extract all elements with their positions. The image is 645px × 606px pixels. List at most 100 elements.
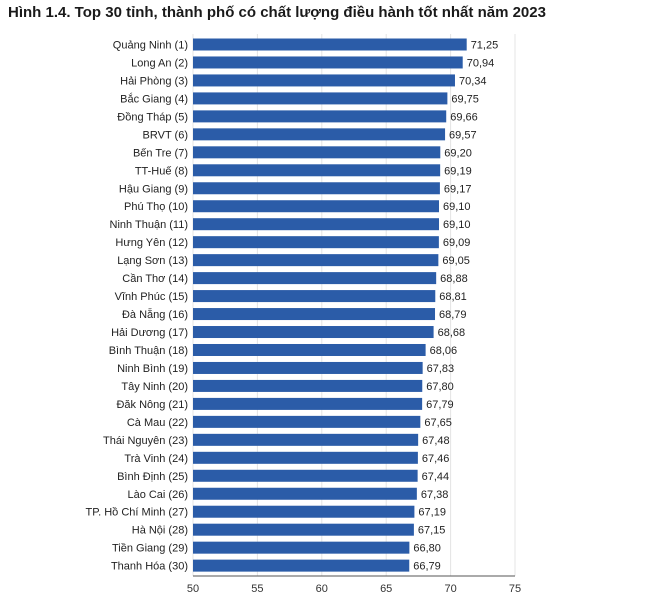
category-label: Đồng Tháp (5) (117, 111, 188, 123)
value-label: 68,68 (438, 327, 466, 339)
category-label: Đà Nẵng (16) (122, 308, 188, 321)
bar (193, 38, 467, 51)
bar (193, 290, 436, 303)
value-labels: 71,25 70,94 70,34 69,75 69,66 69,57 69,20 69,19… (413, 40, 498, 573)
bar (193, 559, 410, 572)
value-label: 69,17 (444, 183, 472, 195)
value-label: 69,09 (443, 237, 471, 249)
category-label: Ninh Bình (19) (117, 363, 188, 375)
value-label: 67,65 (424, 417, 452, 429)
category-label: TT-Huế (8) (135, 165, 188, 177)
category-label: Bến Tre (7) (133, 147, 188, 159)
value-label: 67,19 (418, 507, 446, 519)
category-label: Quảng Ninh (1) (113, 40, 188, 52)
category-label: Thanh Hóa (30) (111, 561, 188, 573)
category-label: Bình Thuận (18) (109, 345, 188, 357)
x-tick-label: 50 (187, 583, 199, 595)
category-label: Tiền Giang (29) (112, 543, 188, 555)
bar (193, 397, 423, 410)
category-label: Lào Cai (26) (127, 489, 188, 501)
value-label: 68,81 (439, 291, 467, 303)
bar (193, 343, 426, 356)
x-axis-ticks: 50 55 60 65 70 75 (187, 575, 521, 595)
x-tick-label: 65 (380, 583, 392, 595)
bar (193, 308, 436, 321)
bar (193, 128, 446, 141)
category-label: Hưng Yên (12) (115, 237, 188, 249)
bars (193, 38, 467, 572)
value-label: 67,80 (426, 381, 454, 393)
value-label: 69,57 (449, 129, 477, 141)
bar (193, 110, 447, 123)
value-label: 70,94 (467, 57, 495, 69)
category-label: Bình Định (25) (117, 471, 188, 483)
bar (193, 182, 440, 195)
value-label: 66,79 (413, 561, 441, 573)
value-label: 69,75 (451, 93, 479, 105)
category-label: Phú Thọ (10) (124, 201, 188, 213)
bar (193, 433, 419, 446)
value-label: 70,34 (459, 75, 487, 87)
category-label: Hải Dương (17) (111, 327, 188, 339)
value-label: 68,06 (430, 345, 458, 357)
category-label: TP. Hồ Chí Minh (27) (85, 507, 188, 519)
value-label: 69,19 (444, 165, 472, 177)
bar (193, 272, 437, 285)
bar (193, 541, 410, 554)
category-labels: Quảng Ninh (1) Long An (2) Hải Phòng (3) Bắ… (85, 40, 188, 573)
value-label: 69,10 (443, 219, 471, 231)
category-label: Ninh Thuận (11) (110, 219, 188, 231)
bar (193, 236, 439, 249)
chart-title: Hình 1.4. Top 30 tỉnh, thành phố có chất… (8, 4, 546, 21)
bar (193, 56, 463, 69)
category-label: Tây Ninh (20) (121, 381, 188, 393)
category-label: Hải Phòng (3) (120, 75, 188, 87)
value-label: 69,10 (443, 201, 471, 213)
bar (193, 200, 440, 213)
bar (193, 74, 455, 87)
bar (193, 254, 439, 267)
category-label: Đăk Nông (21) (116, 399, 188, 411)
bar (193, 523, 414, 536)
value-label: 71,25 (471, 40, 499, 52)
x-tick-label: 60 (316, 583, 328, 595)
bar (193, 92, 448, 105)
category-label: Trà Vinh (24) (124, 453, 188, 465)
value-label: 68,88 (440, 273, 468, 285)
x-tick-label: 75 (509, 583, 521, 595)
value-label: 69,05 (442, 255, 470, 267)
bar (193, 505, 415, 518)
bar (193, 487, 417, 500)
value-label: 67,38 (421, 489, 449, 501)
category-label: Bắc Giang (4) (120, 92, 188, 105)
value-label: 69,20 (444, 147, 472, 159)
category-label: Cà Mau (22) (127, 417, 188, 429)
category-label: Hậu Giang (9) (119, 183, 188, 195)
category-label: Thái Nguyên (23) (103, 435, 188, 447)
bar (193, 469, 418, 482)
value-label: 67,15 (418, 525, 446, 537)
bar (193, 361, 423, 374)
category-label: Hà Nội (28) (132, 525, 188, 537)
category-label: BRVT (6) (143, 129, 188, 141)
bar (193, 379, 423, 392)
value-label: 67,83 (427, 363, 455, 375)
x-tick-label: 70 (444, 583, 456, 595)
category-label: Cần Thơ (14) (122, 273, 188, 285)
value-label: 67,48 (422, 435, 450, 447)
bar (193, 415, 421, 428)
value-label: 67,46 (422, 453, 450, 465)
value-label: 69,66 (450, 111, 478, 123)
bar (193, 326, 434, 339)
value-label: 67,79 (426, 399, 454, 411)
grid-lines (192, 34, 516, 576)
value-label: 66,80 (413, 543, 441, 555)
x-tick-label: 55 (251, 583, 263, 595)
category-label: Vĩnh Phúc (15) (115, 291, 188, 303)
bar (193, 164, 441, 177)
category-label: Long An (2) (131, 57, 188, 69)
bar (193, 218, 440, 231)
value-label: 67,44 (422, 471, 450, 483)
category-label: Lạng Sơn (13) (117, 255, 188, 267)
